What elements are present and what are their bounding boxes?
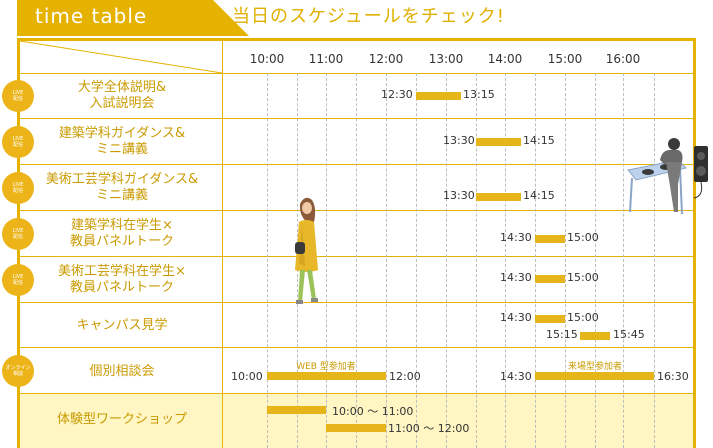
row-label-art-guidance: 美術工芸学科ガイダンス& ミニ講義 bbox=[45, 172, 199, 203]
hour-gridline bbox=[267, 73, 268, 448]
label-column-divider bbox=[222, 41, 223, 448]
session-bar bbox=[267, 406, 326, 414]
session-start-time: 15:15 bbox=[546, 328, 578, 341]
session-start-time: 14:30 bbox=[500, 231, 532, 244]
session-note-visit: 来場型参加者 bbox=[567, 362, 623, 372]
session-end-time: 13:15 bbox=[463, 88, 495, 101]
row-label-art-panel: 美術工芸学科在学生× 教員パネルトーク bbox=[58, 264, 186, 295]
session-bar bbox=[535, 372, 654, 380]
time-table-tab: time table bbox=[17, 0, 249, 36]
hour-gridline bbox=[595, 73, 596, 448]
hour-gridline bbox=[476, 73, 477, 448]
row-label-consultation: 個別相談会 bbox=[89, 364, 155, 379]
session-end-time: 12:00 bbox=[389, 370, 421, 383]
live-stream-badge: LIVE 配信 bbox=[2, 80, 34, 112]
session-bar bbox=[535, 315, 565, 323]
tab-shape-icon bbox=[17, 0, 249, 36]
session-end-time: 16:30 bbox=[657, 370, 689, 383]
session-start-time: 13:30 bbox=[443, 134, 475, 147]
session-end-time: 15:00 bbox=[567, 311, 599, 324]
live-stream-badge: LIVE 配信 bbox=[2, 126, 34, 158]
session-range-text: 11:00 〜 12:00 bbox=[388, 422, 470, 435]
session-start-time: 14:30 bbox=[500, 311, 532, 324]
row-label-workshop: 体験型ワークショップ bbox=[56, 412, 187, 427]
session-start-time: 14:30 bbox=[500, 370, 532, 383]
session-bar bbox=[535, 235, 565, 243]
hour-gridline bbox=[565, 73, 566, 448]
session-end-time: 14:15 bbox=[523, 189, 555, 202]
walking-person-icon bbox=[295, 197, 318, 304]
session-bar bbox=[580, 332, 610, 340]
header-diagonal bbox=[20, 41, 222, 73]
hour-gridline bbox=[416, 73, 417, 448]
session-start-time: 14:30 bbox=[500, 271, 532, 284]
session-range-text: 10:00 〜 11:00 bbox=[332, 405, 414, 418]
hour-label: 13:00 bbox=[428, 52, 464, 66]
session-note-web: WEB 型参加者 bbox=[296, 362, 356, 372]
hour-label: 14:00 bbox=[487, 52, 523, 66]
session-end-time: 15:00 bbox=[567, 271, 599, 284]
dj-turntable-icon bbox=[627, 138, 708, 215]
hour-gridline bbox=[326, 73, 327, 448]
session-end-time: 14:15 bbox=[523, 134, 555, 147]
session-start-time: 10:00 bbox=[231, 370, 263, 383]
hour-gridline bbox=[654, 73, 655, 448]
online-consultation-badge: オンライン 相談 bbox=[2, 355, 34, 387]
hour-label: 16:00 bbox=[605, 52, 641, 66]
row-label-campus-tour: キャンパス見学 bbox=[76, 318, 168, 333]
page-subtitle: 当日のスケジュールをチェック! bbox=[232, 6, 505, 27]
session-end-time: 15:00 bbox=[567, 231, 599, 244]
hour-gridline bbox=[446, 73, 447, 448]
hour-label: 15:00 bbox=[547, 52, 583, 66]
row-label-architecture-panel: 建築学科在学生× 教員パネルトーク bbox=[69, 218, 174, 249]
session-start-time: 12:30 bbox=[381, 88, 413, 101]
session-bar bbox=[326, 424, 386, 432]
live-stream-badge: LIVE 配信 bbox=[2, 218, 34, 250]
live-stream-badge: LIVE 配信 bbox=[2, 264, 34, 296]
hour-label: 10:00 bbox=[249, 52, 285, 66]
session-bar bbox=[476, 138, 521, 146]
hour-gridline bbox=[505, 73, 506, 448]
tab-title: time table bbox=[35, 4, 148, 28]
hour-gridline bbox=[356, 73, 357, 448]
hour-gridline bbox=[386, 73, 387, 448]
session-bar bbox=[416, 92, 461, 100]
session-bar bbox=[267, 372, 386, 380]
row-label-architecture-guidance: 建築学科ガイダンス& ミニ講義 bbox=[58, 126, 186, 157]
live-stream-badge: LIVE 配信 bbox=[2, 172, 34, 204]
hour-gridline bbox=[623, 73, 624, 448]
hour-gridline bbox=[535, 73, 536, 448]
session-bar bbox=[535, 275, 565, 283]
hour-label: 11:00 bbox=[308, 52, 344, 66]
row-label-university-briefing: 大学全体説明& 入試説明会 bbox=[77, 80, 167, 111]
session-end-time: 15:45 bbox=[613, 328, 645, 341]
hour-label: 12:00 bbox=[368, 52, 404, 66]
session-start-time: 13:30 bbox=[443, 189, 475, 202]
session-bar bbox=[476, 193, 521, 201]
